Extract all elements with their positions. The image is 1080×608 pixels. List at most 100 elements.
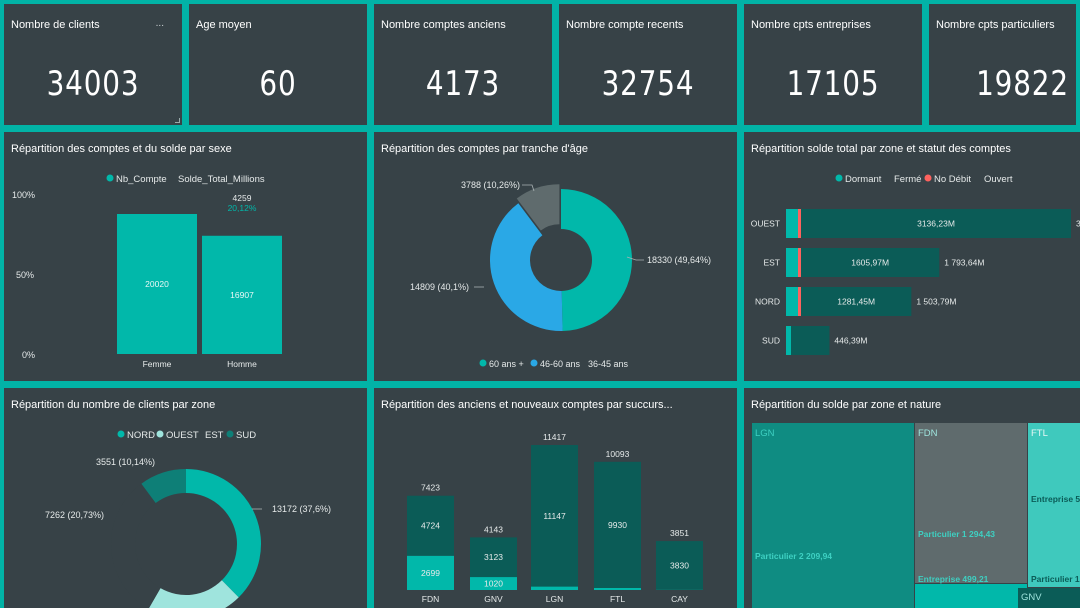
- treemap-tile-fdn[interactable]: [915, 423, 1027, 583]
- legend-item: 46-60 ans: [540, 359, 581, 369]
- treemap-value-label: Particulier 1: [1031, 574, 1080, 584]
- y-tick: 50%: [16, 270, 34, 280]
- bar-dormant[interactable]: [786, 326, 791, 355]
- treemap-tile-lgn[interactable]: [752, 423, 914, 608]
- chart-panel-clients-zone[interactable]: Répartition du nombre de clients par zon…: [4, 388, 367, 608]
- chart-panel-zone-statut[interactable]: Répartition solde total par zone et stat…: [744, 132, 1080, 381]
- bar-label: 2699: [421, 568, 440, 578]
- more-options-icon[interactable]: ...: [155, 18, 164, 29]
- chart-zone-statut-svg: Dormant Fermé No Débit Ouvert OUEST 3136,…: [751, 174, 1080, 355]
- chart-title: Répartition du solde par zone et nature: [751, 399, 942, 411]
- legend-marker-icon: [156, 430, 164, 438]
- bar-ouvert[interactable]: [791, 326, 830, 355]
- legend-item: 36-45 ans: [588, 359, 629, 369]
- chart-panel-succursale[interactable]: Répartition des anciens et nouveaux comp…: [374, 388, 737, 608]
- bar-ouvert[interactable]: [801, 287, 912, 316]
- donut-slice-sud[interactable]: [141, 469, 186, 504]
- bar-anciens[interactable]: [594, 587, 641, 590]
- chart-sexe-svg: Nb_Compte Solde_Total_Millions 100% 50% …: [12, 174, 282, 369]
- slice-label: 13172 (37,6%): [272, 504, 331, 514]
- bar-recents[interactable]: [656, 541, 703, 590]
- bar-label: 9930: [608, 520, 627, 530]
- bar-label: 3830: [670, 560, 689, 570]
- bar-dormant[interactable]: [786, 287, 798, 316]
- legend-marker-icon: [479, 359, 487, 367]
- donut-slice-est[interactable]: [111, 483, 161, 608]
- donut-slice-60-ans-[interactable]: [561, 189, 633, 331]
- bar-nb-compte[interactable]: [202, 235, 282, 354]
- treemap-tile-fdn-ent[interactable]: [915, 584, 1027, 608]
- bar-dormant[interactable]: [786, 209, 798, 238]
- bar-recents[interactable]: [407, 495, 454, 556]
- treemap-zone-label: FDN: [918, 428, 938, 439]
- bar-dormant[interactable]: [786, 248, 798, 277]
- chart-age-svg: 3788 (10,26%) 18330 (49,64%) 14809 (40,1…: [410, 180, 711, 369]
- bar-label: 1020: [484, 579, 503, 589]
- treemap-tile-ftl[interactable]: [1028, 423, 1080, 587]
- bar-no-debit[interactable]: [798, 209, 801, 238]
- bar-recents[interactable]: [470, 537, 517, 578]
- legend-item: SUD: [236, 430, 256, 441]
- bar-recents[interactable]: [594, 461, 641, 588]
- chart-title: Répartition du nombre de clients par zon…: [11, 399, 216, 411]
- bar-label: 446,39M: [834, 336, 867, 346]
- bar-no-debit[interactable]: [798, 287, 801, 316]
- bar-label: 1281,45M: [837, 297, 875, 307]
- bar-ouvert[interactable]: [801, 248, 940, 277]
- total-label: 11417: [543, 432, 566, 442]
- legend-item: OUEST: [166, 430, 199, 441]
- bar-recents[interactable]: [531, 445, 578, 587]
- chart-panel-treemap[interactable]: Répartition du solde par zone et nature …: [744, 388, 1080, 608]
- chart-panel-sexe[interactable]: Répartition des comptes et du solde par …: [4, 132, 367, 381]
- slice-label: 3788 (10,26%): [461, 180, 520, 190]
- kpi-card-clients[interactable]: Nombre de clients ... 34003: [4, 4, 182, 125]
- treemap-value-label: Entreprise 499,21: [918, 574, 989, 584]
- y-tick: OUEST: [751, 219, 780, 229]
- kpi-value: 17105: [786, 64, 880, 104]
- chart-title: Répartition solde total par zone et stat…: [751, 143, 1011, 155]
- y-tick: 0%: [22, 350, 35, 360]
- donut-slice-nord[interactable]: [186, 469, 261, 598]
- bar-nb-compte[interactable]: [117, 214, 197, 354]
- treemap-value-label: Particulier 2 209,94: [755, 551, 832, 561]
- bar-ouvert[interactable]: [801, 209, 1071, 238]
- chart-title: Répartition des comptes et du solde par …: [11, 143, 232, 155]
- kpi-label: Nombre cpts particuliers: [936, 19, 1055, 31]
- legend-item: Solde_Total_Millions: [178, 174, 265, 185]
- treemap-zone-label: LGN: [755, 428, 775, 439]
- total-label: 1 793,64M: [944, 258, 984, 268]
- kpi-value: 60: [259, 64, 297, 104]
- resize-handle-icon[interactable]: [175, 118, 180, 123]
- donut-slice-ouest[interactable]: [148, 580, 239, 608]
- kpi-label: Nombre comptes anciens: [381, 19, 506, 31]
- legend-item: Dormant: [845, 174, 882, 185]
- legend-item: 60 ans +: [489, 359, 524, 369]
- total-label: 10093: [606, 449, 630, 459]
- kpi-card-particuliers[interactable]: Nombre cpts particuliers 19822: [929, 4, 1076, 125]
- bar-anciens[interactable]: [470, 577, 517, 590]
- slice-label: 7262 (20,73%): [45, 510, 104, 520]
- chart-clients-zone-svg: NORD OUEST EST SUD 3551 (10,14%) 7262 (2…: [45, 430, 331, 608]
- kpi-card-entreprises[interactable]: Nombre cpts entreprises 17105: [744, 4, 922, 125]
- chart-treemap-svg: LGN FDN FTL GNV Particulier 2 209,94 Par…: [752, 423, 1080, 608]
- kpi-card-anciens[interactable]: Nombre comptes anciens 4173: [374, 4, 552, 125]
- bar-anciens[interactable]: [407, 555, 454, 590]
- donut-slice-36-45-ans[interactable]: [516, 184, 560, 231]
- bar-label: 11147: [543, 511, 566, 521]
- donut-slice-46-60-ans[interactable]: [490, 203, 563, 331]
- bar-no-debit[interactable]: [798, 248, 801, 277]
- kpi-label: Nombre compte recents: [566, 19, 684, 31]
- kpi-value: 34003: [46, 64, 140, 104]
- y-tick: 100%: [12, 190, 35, 200]
- bar-anciens[interactable]: [531, 586, 578, 590]
- treemap-tile-gnv[interactable]: [1018, 588, 1080, 608]
- total-label: 3851: [670, 528, 689, 538]
- legend-item: Ouvert: [984, 174, 1013, 185]
- kpi-card-recents[interactable]: Nombre compte recents 32754: [559, 4, 737, 125]
- kpi-card-age[interactable]: Age moyen 60: [189, 4, 367, 125]
- y-tick: EST: [763, 258, 780, 268]
- total-label: 7423: [421, 483, 440, 493]
- bar-label: 1605,97M: [851, 258, 889, 268]
- chart-panel-age[interactable]: Répartition des comptes par tranche d'âg…: [374, 132, 737, 381]
- bar-label: 3123: [484, 552, 503, 562]
